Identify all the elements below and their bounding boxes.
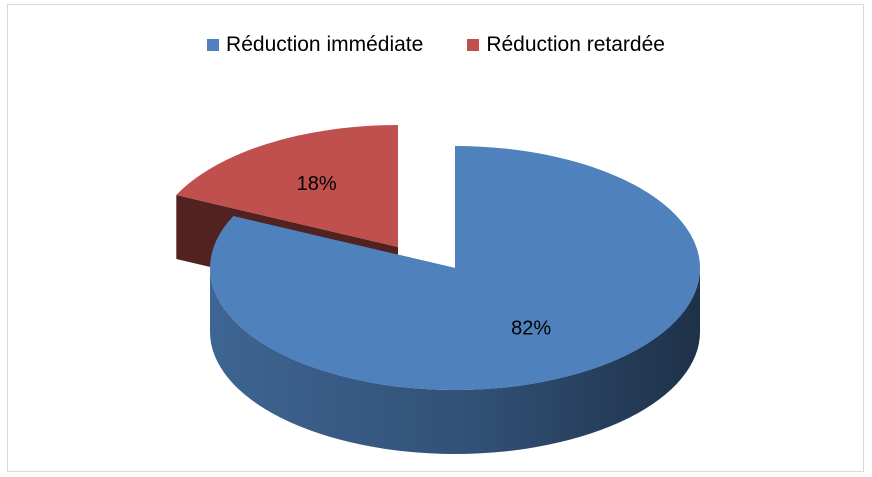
pie-slice-0 — [210, 146, 700, 454]
legend-swatch-immediate — [207, 39, 220, 51]
data-label-1: 18% — [297, 173, 337, 195]
legend-label-delayed: Réduction retardée — [486, 33, 665, 56]
legend-item-delayed: Réduction retardée — [467, 33, 665, 57]
legend-swatch-delayed — [467, 39, 480, 51]
legend-item-immediate: Réduction immédiate — [207, 33, 423, 57]
data-label-0: 82% — [511, 318, 551, 340]
chart-legend: Réduction immédiate Réduction retardée — [0, 33, 872, 57]
legend-label-immediate: Réduction immédiate — [226, 33, 424, 56]
